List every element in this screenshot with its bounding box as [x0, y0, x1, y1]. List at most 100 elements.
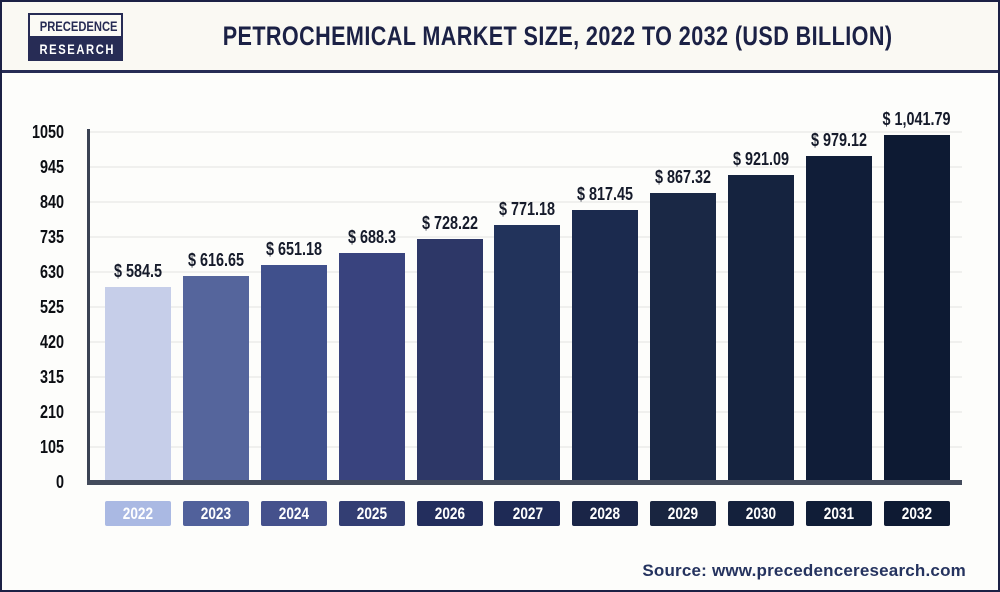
bar-2025 [338, 252, 405, 482]
x-axis-label-text: 2030 [746, 504, 777, 523]
y-axis-line [87, 129, 90, 482]
y-axis-tick-label-420: 420 [34, 332, 64, 352]
logo-precedence-text: PRECEDENCE [28, 13, 123, 38]
precedence-research-logo: PRECEDENCE RESEARCH [28, 13, 123, 61]
y-axis-tick-label-1050: 1050 [24, 122, 64, 142]
bar-value-label-2031: $ 979.12 [804, 130, 874, 151]
y-axis-tick-text: 630 [39, 262, 64, 282]
bar-value-text: $ 688.3 [347, 226, 396, 247]
bar-value-label-2029: $ 867.32 [648, 167, 718, 188]
gridline-945 [90, 166, 962, 168]
bar-2030 [728, 174, 795, 482]
y-axis-tick-text: 735 [39, 227, 64, 247]
y-axis: 0 105 210 315 420 525 630 735 840 945 1050 [2, 122, 78, 492]
y-axis-tick-text: 105 [39, 437, 64, 457]
bar-value-label-2022: $ 584.5 [108, 261, 168, 282]
y-axis-tick-label-315: 315 [34, 367, 64, 387]
x-axis-label-2032: 2032 [883, 501, 950, 526]
bar-value-text: $ 921.09 [733, 148, 790, 169]
header: PRECEDENCE RESEARCH PETROCHEMICAL MARKET… [2, 2, 998, 73]
bar-value-text: $ 651.18 [265, 238, 322, 259]
bar-value-text: $ 728.22 [421, 213, 478, 234]
bar-value-text: $ 584.5 [113, 261, 162, 282]
y-axis-tick-label-840: 840 [34, 192, 64, 212]
y-axis-tick-text: 525 [39, 297, 64, 317]
bar-2028 [572, 209, 639, 482]
bar-column-2023: $ 616.65 [181, 250, 251, 482]
gridline-1050 [90, 131, 962, 133]
bar-2032 [883, 134, 950, 482]
bar-2024 [260, 264, 327, 482]
gridline-840 [90, 201, 962, 203]
bar-value-text: $ 771.18 [499, 198, 556, 219]
bar-column-2029: $ 867.32 [648, 167, 718, 482]
x-axis-label-2029: 2029 [650, 501, 717, 526]
y-axis-tick-text: 945 [39, 157, 64, 177]
source-link[interactable]: Source: www.precedenceresearch.com [642, 561, 966, 580]
x-axis-label-text: 2027 [512, 504, 543, 523]
y-axis-tick-label-735: 735 [34, 227, 64, 247]
bar-column-2025: $ 688.3 [338, 227, 405, 482]
bar-2022 [104, 287, 171, 482]
bar-column-2024: $ 651.18 [259, 239, 329, 482]
x-axis-label-2027: 2027 [494, 501, 561, 526]
x-axis-label-text: 2025 [356, 504, 387, 523]
bar-value-label-2025: $ 688.3 [342, 227, 402, 248]
bar-value-label-2024: $ 651.18 [259, 239, 329, 260]
x-axis-labels: 2022 2023 2024 2025 2026 2027 2028 2029 2030 2031… [93, 501, 962, 526]
x-axis-label-2028: 2028 [572, 501, 639, 526]
bar-series: $ 584.5 $ 616.65 $ 651.18 $ 688.3 $ 728.22 $ … [93, 109, 962, 482]
bar-value-label-2030: $ 921.09 [726, 149, 796, 170]
bar-2027 [494, 224, 561, 482]
bar-2026 [416, 239, 483, 482]
y-axis-tick-text: 315 [39, 367, 64, 387]
bar-column-2030: $ 921.09 [726, 149, 796, 482]
page-title: PETROCHEMICAL MARKET SIZE, 2022 TO 2032 … [222, 20, 893, 51]
x-axis-label-text: 2023 [200, 504, 231, 523]
bar-value-text: $ 616.65 [187, 250, 244, 271]
x-axis-label-2023: 2023 [182, 501, 249, 526]
x-axis-line [87, 480, 962, 485]
bar-column-2022: $ 584.5 [104, 261, 171, 482]
y-axis-tick-label-630: 630 [34, 262, 64, 282]
y-axis-tick-label-525: 525 [34, 297, 64, 317]
y-axis-tick-text: 1050 [31, 122, 64, 142]
x-axis-label-text: 2024 [278, 504, 309, 523]
y-axis-tick-label-105: 105 [34, 437, 64, 457]
logo-line2: RESEARCH [39, 41, 116, 57]
y-axis-tick-label-210: 210 [34, 402, 64, 422]
x-axis-label-text: 2028 [590, 504, 621, 523]
bar-value-label-2028: $ 817.45 [570, 184, 640, 205]
x-axis-label-2026: 2026 [416, 501, 483, 526]
x-axis-label-2022: 2022 [104, 501, 171, 526]
y-axis-tick-text: 210 [39, 402, 64, 422]
bar-column-2028: $ 817.45 [570, 184, 640, 482]
x-axis-label-text: 2029 [668, 504, 699, 523]
bar-value-label-2027: $ 771.18 [492, 199, 562, 220]
bar-column-2027: $ 771.18 [492, 199, 562, 482]
bar-value-label-2026: $ 728.22 [415, 213, 485, 234]
y-axis-tick-text: 840 [39, 192, 64, 212]
bar-value-text: $ 817.45 [577, 183, 634, 204]
bar-2031 [806, 155, 873, 482]
chart-title-wrap: PETROCHEMICAL MARKET SIZE, 2022 TO 2032 … [127, 2, 988, 70]
x-axis-label-2031: 2031 [806, 501, 873, 526]
logo-line1: PRECEDENCE [39, 18, 118, 34]
x-axis-label-text: 2026 [434, 504, 465, 523]
y-axis-tick-label-0: 0 [54, 472, 64, 492]
bar-column-2026: $ 728.22 [415, 213, 485, 482]
bar-2023 [182, 276, 249, 482]
logo-research-text: RESEARCH [28, 38, 123, 61]
x-axis-label-text: 2031 [823, 504, 855, 523]
x-axis-label-2025: 2025 [338, 501, 405, 526]
x-axis-label-text: 2032 [901, 504, 933, 523]
bar-value-text: $ 1,041.79 [882, 108, 952, 129]
bar-column-2031: $ 979.12 [804, 130, 874, 482]
bar-value-text: $ 979.12 [811, 129, 868, 150]
bar-value-label-2023: $ 616.65 [181, 250, 251, 271]
x-axis-label-2024: 2024 [260, 501, 327, 526]
x-axis-label-text: 2022 [122, 504, 154, 523]
y-axis-tick-label-945: 945 [34, 157, 64, 177]
bar-value-text: $ 867.32 [655, 166, 712, 187]
